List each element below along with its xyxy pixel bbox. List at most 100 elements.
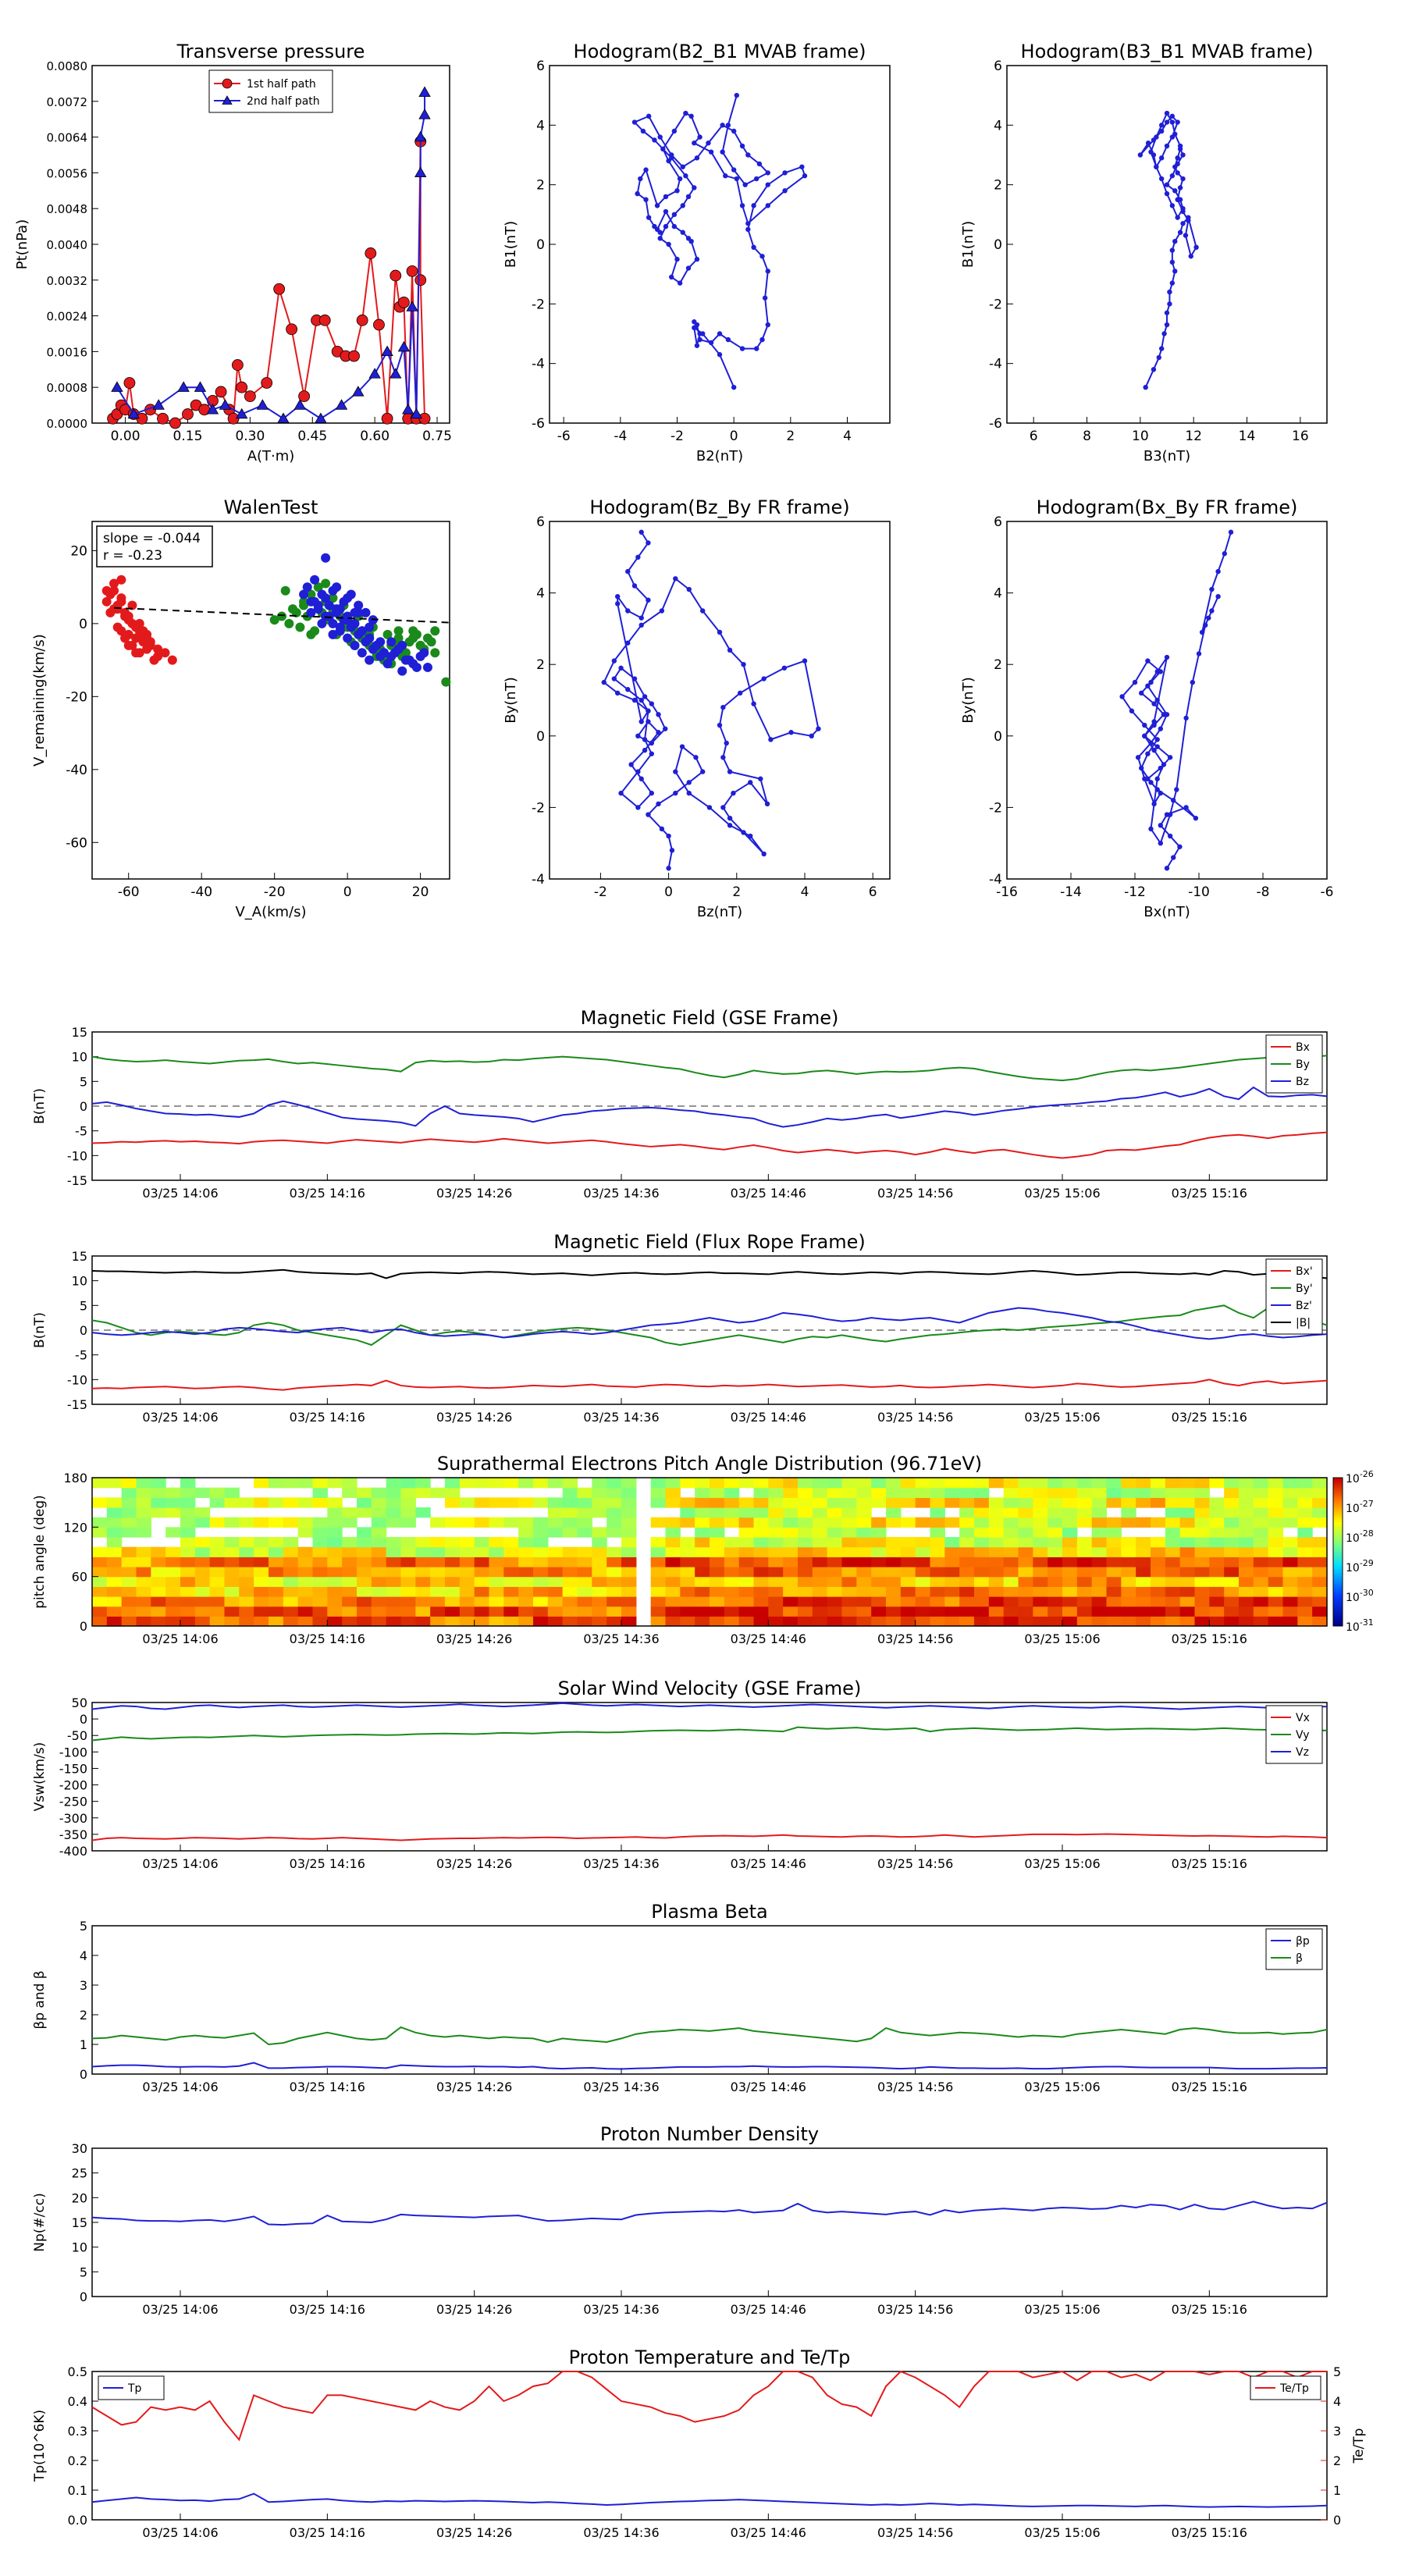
pitch-angle-heatmap-cell [269, 1517, 284, 1528]
pitch-angle-heatmap-cell [650, 1596, 667, 1607]
pitch-angle-heatmap-cell [841, 1616, 857, 1627]
pitch-angle-heatmap-cell [136, 1567, 151, 1578]
pitch-angle-heatmap-cell [886, 1586, 902, 1597]
pitch-angle-heatmap-cell [1179, 1616, 1196, 1627]
pitch-angle-heatmap-cell [988, 1557, 1005, 1567]
pitch-angle-heatmap-cell [886, 1616, 902, 1627]
hodo3-path-point [781, 665, 788, 671]
pitch-angle-heatmap-cell [180, 1517, 196, 1528]
transverse-pressure-series-1-point [365, 247, 377, 259]
pitch-angle-heatmap-cell [1253, 1537, 1269, 1548]
temp-ytick-label: 0.0 [68, 2513, 87, 2528]
pitch-angle-heatmap-cell [798, 1596, 813, 1607]
pitch-angle-heatmap-cell [136, 1557, 151, 1567]
pitch-angle-heatmap-cell [121, 1596, 137, 1607]
temp-title: Proton Temperature and Te/Tp [569, 2347, 851, 2368]
pitch-angle-heatmap-cell [606, 1517, 622, 1528]
pitch-angle-heatmap-cell [92, 1586, 108, 1597]
hodo2-path-point [1156, 354, 1161, 361]
pitch-angle-heatmap-cell [503, 1596, 519, 1607]
pitch-angle-heatmap-cell [1048, 1586, 1063, 1597]
transverse-pressure-series-1-point [227, 412, 240, 425]
pitch-angle-heatmap-cell [1179, 1546, 1196, 1557]
pitch-angle-heatmap-cell [988, 1606, 1005, 1617]
transverse-pressure-xtick-label: 0.75 [422, 429, 452, 444]
mag_fr-xtick-label: 03/25 14:36 [583, 1410, 659, 1425]
pitch-angle-heatmap-cell [1018, 1497, 1033, 1508]
pitch-angle-heatmap-cell [503, 1567, 519, 1578]
pitch-angle-heatmap-cell [1033, 1546, 1048, 1557]
hodo2-path-point [1148, 149, 1154, 155]
pitch-angle-heatmap-cell [400, 1567, 416, 1578]
walen-test-series-3-point [350, 618, 360, 628]
mag_fr-ytick-label: 10 [72, 1274, 87, 1289]
pitch-angle-heatmap-cell [136, 1527, 151, 1538]
transverse-pressure-series-1-point [318, 314, 331, 326]
pitch-angle-heatmap-cell [547, 1576, 564, 1587]
pitch-angle-colorbar-segment [1333, 1527, 1343, 1530]
vsw-xtick-label: 03/25 14:16 [290, 1856, 365, 1871]
temp-right-ytick-label: 3 [1333, 2424, 1341, 2439]
hodo2-path-point [1164, 322, 1170, 328]
pitch-angle-heatmap-cell [415, 1478, 431, 1489]
hodo2-path-point [1180, 221, 1186, 226]
beta-ytick-label: 5 [80, 1919, 87, 1934]
hodo3-path-point [638, 697, 644, 703]
pitch-angle-heatmap-cell [1136, 1596, 1151, 1607]
pitch-angle-heatmap-cell [106, 1576, 123, 1587]
pitch-angle-heatmap-cell [1136, 1606, 1151, 1617]
mag_fr-xtick-label: 03/25 14:46 [731, 1410, 806, 1425]
walen-test-series-3-point [382, 659, 393, 669]
pitch-angle-heatmap-cell [430, 1606, 446, 1617]
beta-ylabel: βp and β [32, 1970, 48, 2029]
pitch-angle-heatmap-cell [724, 1596, 740, 1607]
pitch-angle-heatmap-cell [900, 1616, 916, 1627]
pitch-angle-heatmap-cell [342, 1586, 357, 1597]
hodo1-path-point [765, 182, 770, 187]
pitch-angle-heatmap-cell [915, 1478, 931, 1489]
mag_gse-ytick-label: 10 [72, 1050, 87, 1065]
pitch-angle-heatmap-cell [1194, 1497, 1210, 1508]
pitch-angle-heatmap-cell [1239, 1517, 1254, 1528]
pitch-angle-colorbar-tick-label: 10-28 [1346, 1528, 1374, 1545]
pitch-angle-heatmap-cell [400, 1517, 416, 1528]
walen-test-series-3-point [324, 611, 334, 621]
hodo3-path-point [618, 665, 624, 671]
pitch-angle-heatmap-cell [533, 1606, 549, 1617]
pitch-angle-heatmap-cell [577, 1567, 592, 1578]
pitch-angle-heatmap-cell [1076, 1546, 1093, 1557]
pitch-angle-heatmap-cell [856, 1497, 872, 1508]
pitch-angle-heatmap-cell [680, 1497, 695, 1508]
hodo3-xtick-label: 2 [732, 884, 741, 900]
pitch-angle-heatmap-cell [606, 1497, 622, 1508]
pitch-angle-heatmap-cell [753, 1478, 769, 1489]
pitch-angle-heatmap-cell [400, 1487, 416, 1498]
pitch-angle-heatmap-cell [547, 1606, 564, 1617]
pitch-angle-heatmap-cell [1209, 1478, 1225, 1489]
pitch-angle-heatmap-cell [1106, 1537, 1122, 1548]
pitch-angle-heatmap-cell [1136, 1497, 1151, 1508]
pitch-angle-heatmap-cell [650, 1586, 667, 1597]
pitch-angle-heatmap-cell [1151, 1616, 1166, 1627]
pitch-angle-colorbar-segment [1333, 1571, 1343, 1574]
pitch-angle-heatmap-cell [930, 1606, 945, 1617]
walen-test-series-2-point [393, 633, 404, 643]
pitch-angle-heatmap-cell [753, 1616, 769, 1627]
pitch-angle-heatmap-cell [1224, 1596, 1240, 1607]
pitch-angle-heatmap-cell [327, 1507, 343, 1518]
pitch-angle-heatmap-cell [297, 1527, 314, 1538]
pitch-angle-heatmap-cell [459, 1478, 475, 1489]
hodo1-path-point [708, 340, 714, 346]
hodo3-path-point [646, 812, 651, 817]
pitch-angle-heatmap-cell [239, 1606, 254, 1617]
hodo3-path-point [748, 780, 753, 785]
pitch-angle-heatmap-cell [106, 1517, 123, 1528]
pitch-angle-heatmap-cell [930, 1497, 945, 1508]
hodo4-path-point [1174, 787, 1179, 792]
hodo1-path-point [782, 188, 788, 194]
pitch-angle-heatmap-cell [194, 1487, 211, 1498]
transverse-pressure-ytick-label: 0.0080 [47, 59, 88, 73]
pitch-angle-heatmap-cell [1239, 1596, 1254, 1607]
pitch-angle-heatmap-cell [400, 1596, 416, 1607]
pitch-angle-heatmap-cell [1194, 1557, 1210, 1567]
